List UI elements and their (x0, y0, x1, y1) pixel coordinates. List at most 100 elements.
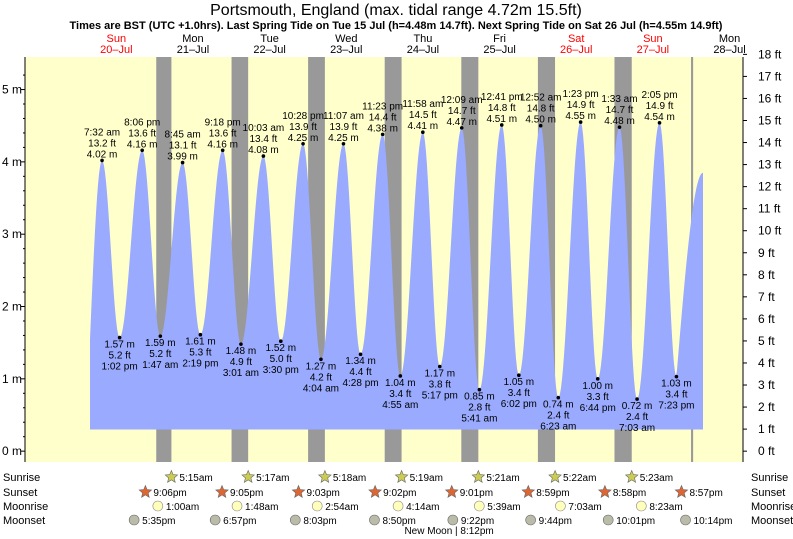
sunset-star-icon (291, 484, 306, 498)
low-tide-meters: 1.27 m (306, 361, 337, 372)
row-label-right: Sunset (751, 487, 785, 499)
low-tide-feet: 3.4 ft (508, 388, 530, 399)
high-tide-point (538, 123, 543, 128)
low-tide-feet: 3.4 ft (665, 390, 687, 401)
low-tide-time: 7:03 am (619, 423, 655, 434)
sunrise-time: 5:19am (410, 473, 443, 484)
sunrise-time: 5:18am (333, 473, 366, 484)
high-tide-feet: 14.8 ft (527, 104, 555, 115)
low-tide-time: 4:28 pm (342, 378, 378, 389)
high-tide-feet: 13.2 ft (88, 138, 116, 149)
left-tick-label: 3 m (2, 227, 22, 241)
low-tide-meters: 1.00 m (582, 381, 613, 392)
chart-title: Portsmouth, England (max. tidal range 4.… (210, 2, 582, 19)
moonset-time: 10:14pm (694, 516, 733, 527)
high-tide-time: 2:05 pm (641, 90, 677, 101)
low-tide-feet: 4.2 ft (310, 372, 332, 383)
low-tide-point (158, 334, 163, 338)
low-tide-point (279, 339, 283, 344)
low-tide-feet: 3.8 ft (429, 380, 451, 391)
low-tide-feet: 4.4 ft (349, 367, 371, 378)
low-tide-feet: 3.3 ft (587, 392, 609, 403)
low-tide-feet: 3.4 ft (389, 389, 411, 400)
high-tide-feet: 14.5 ft (409, 110, 437, 121)
moonrise-time: 5:39am (487, 502, 520, 513)
right-tick-label: 7 ft (758, 290, 775, 304)
high-tide-feet: 14.7 ft (448, 106, 476, 117)
low-tide-meters: 0.74 m (543, 400, 574, 411)
low-tide-time: 6:23 am (540, 422, 576, 433)
low-tide-point (477, 387, 482, 392)
day-date: 24–Jul (407, 44, 439, 56)
sunrise-star-icon (241, 469, 256, 483)
tide-area (90, 122, 703, 430)
low-tide-feet: 4.9 ft (230, 357, 252, 368)
moonrise-time: 8:23am (649, 502, 682, 513)
left-tick-label: 2 m (2, 300, 22, 314)
moonrise-icon (311, 500, 323, 512)
high-tide-feet: 14.8 ft (488, 103, 516, 114)
low-tide-point (117, 335, 122, 340)
low-tide-point (239, 342, 243, 346)
right-tick-label: 1 ft (758, 422, 775, 436)
low-tide-meters: 1.52 m (266, 343, 297, 354)
high-tide-time: 1:33 am (601, 94, 637, 105)
left-tick-label: 0 m (2, 444, 22, 458)
sunset-star-icon (444, 484, 459, 498)
high-tide-time: 11:07 am (323, 111, 364, 122)
moonset-icon (290, 514, 301, 526)
right-tick-label: 17 ft (758, 69, 782, 83)
high-tide-time: 10:03 am (243, 123, 285, 134)
low-tide-time: 2:19 pm (182, 359, 218, 370)
moonrise-icon (392, 500, 404, 512)
high-tide-time: 12:52 am (520, 93, 562, 104)
high-tide-time: 9:18 pm (205, 117, 241, 128)
moonrise-time: 1:48am (245, 502, 278, 513)
moonset-icon (209, 514, 221, 526)
high-tide-point (261, 154, 266, 158)
high-tide-feet: 14.9 ft (567, 100, 595, 111)
sunrise-star-icon (317, 469, 332, 483)
high-tide-point (578, 120, 583, 124)
low-tide-time: 7:23 pm (658, 401, 694, 412)
day-name: Sun (643, 33, 663, 45)
high-tide-meters: 4.08 m (248, 145, 279, 156)
moonrise-icon (231, 500, 243, 512)
moonrise-time: 2:54am (325, 502, 358, 513)
high-tide-point (499, 123, 504, 127)
low-tide-meters: 1.05 m (504, 377, 535, 388)
low-tide-time: 1:47 am (142, 360, 178, 371)
right-tick-label: 14 ft (758, 136, 782, 150)
day-date: 20–Jul (100, 44, 132, 56)
row-label-left: Moonset (3, 515, 45, 527)
moonset-time: 10:01pm (616, 516, 655, 527)
day-date: 23–Jul (330, 44, 362, 56)
moon-phase-label: New Moon | 8:12pm (404, 526, 493, 537)
low-tide-point (198, 332, 203, 337)
sunset-time: 8:59pm (536, 488, 569, 499)
sunrise-time: 5:23am (640, 473, 673, 484)
moonset-icon (369, 514, 380, 526)
row-label-right: Sunrise (751, 472, 788, 484)
high-tide-feet: 14.9 ft (646, 101, 674, 112)
high-tide-point (421, 130, 425, 135)
low-tide-meters: 1.59 m (145, 338, 176, 349)
day-name: Wed (335, 33, 357, 45)
low-tide-point (556, 395, 561, 400)
day-date: 25–Jul (483, 44, 515, 56)
low-tide-meters: 1.03 m (661, 379, 692, 390)
day-name: Tue (260, 33, 279, 45)
low-tide-meters: 0.85 m (464, 392, 495, 403)
low-tide-meters: 1.04 m (385, 378, 416, 389)
sunrise-time: 5:15am (179, 473, 212, 484)
high-tide-meters: 4.25 m (328, 133, 359, 144)
low-tide-meters: 1.34 m (345, 356, 376, 367)
high-tide-feet: 13.4 ft (249, 134, 277, 145)
low-tide-time: 4:55 am (382, 400, 418, 411)
sunrise-star-icon (624, 469, 639, 483)
day-date: 28–Jul (713, 44, 745, 56)
right-tick-label: 3 ft (758, 378, 775, 392)
high-tide-time: 12:41 pm (481, 92, 523, 103)
